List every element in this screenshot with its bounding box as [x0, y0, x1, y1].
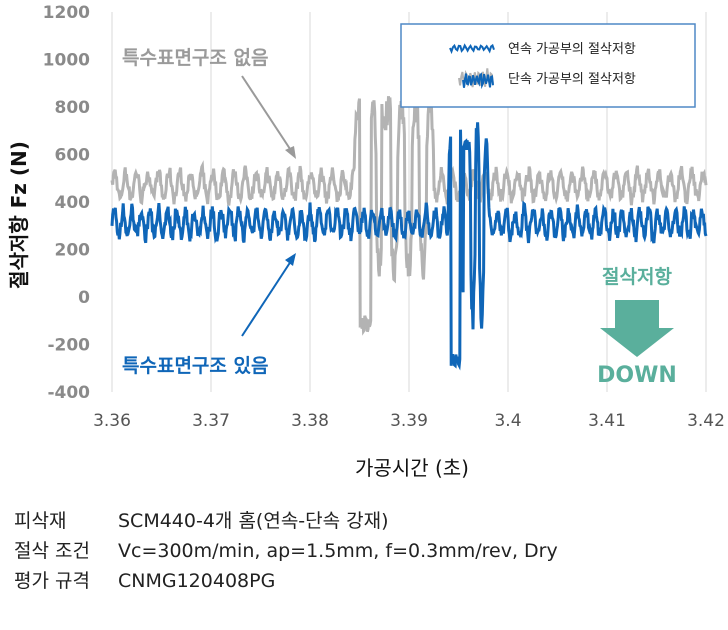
- x-axis-title: 가공시간 (초): [355, 456, 469, 480]
- x-tick-label: 3.41: [588, 411, 626, 431]
- note-row-material: 피삭재 SCM440-4개 홈(연속-단속 강재): [14, 506, 558, 536]
- note-value: Vc=300m/min, ap=1.5mm, f=0.3mm/rev, Dry: [118, 540, 558, 562]
- legend-box: [400, 23, 696, 108]
- series-lines: [110, 92, 708, 371]
- arrow-gray-head: [285, 146, 296, 159]
- arrow-blue-head: [285, 253, 296, 266]
- series-line-continuous: [110, 122, 708, 371]
- note-row-standard: 평가 규격 CNMG120408PG: [14, 566, 558, 596]
- legend: 연속 가공부의 절삭저항 단속 가공부의 절삭저항: [400, 23, 696, 108]
- y-tick-labels: 1200 1000 800 600 400 200 0 -200 -400: [43, 3, 90, 403]
- y-tick-label: 400: [55, 193, 91, 213]
- note-key: 평가 규격: [14, 570, 90, 592]
- y-tick-label: 1200: [43, 3, 90, 23]
- annotation-with-structure: 특수표면구조 있음: [122, 355, 268, 377]
- test-conditions: 피삭재 SCM440-4개 홈(연속-단속 강재) 절삭 조건 Vc=300m/…: [14, 506, 558, 596]
- legend-label-continuous: 연속 가공부의 절삭저항: [508, 42, 636, 57]
- note-key: 절삭 조건: [14, 540, 90, 562]
- x-tick-label: 3.42: [687, 411, 725, 431]
- legend-swatch-interrupted: [458, 68, 494, 90]
- annotation-without-structure: 특수표면구조 없음: [122, 47, 268, 69]
- legend-swatch-line: [462, 72, 494, 90]
- x-tick-label: 3.37: [192, 411, 230, 431]
- legend-label-interrupted: 단속 가공부의 절삭저항: [508, 72, 636, 87]
- y-tick-label: 0: [78, 288, 90, 308]
- annotation-teal-top: 절삭저항: [602, 266, 672, 288]
- down-arrow-icon: [600, 300, 674, 357]
- y-tick-label: 800: [55, 98, 91, 118]
- note-key: 피삭재: [14, 510, 67, 532]
- note-value: SCM440-4개 홈(연속-단속 강재): [118, 510, 389, 532]
- y-tick-label: 600: [55, 146, 91, 166]
- y-tick-label: -200: [47, 336, 90, 356]
- y-tick-label: -400: [47, 383, 90, 403]
- note-row-conditions: 절삭 조건 Vc=300m/min, ap=1.5mm, f=0.3mm/rev…: [14, 536, 558, 566]
- x-tick-label: 3.4: [494, 411, 521, 431]
- x-tick-label: 3.38: [291, 411, 329, 431]
- x-tick-label: 3.39: [390, 411, 428, 431]
- series-line-interrupted: [110, 92, 708, 336]
- y-tick-label: 1000: [43, 51, 90, 71]
- arrow-blue: [241, 257, 294, 337]
- annotation-teal-bottom: DOWN: [597, 363, 677, 388]
- note-value: CNMG120408PG: [118, 570, 276, 592]
- y-tick-label: 200: [55, 241, 91, 261]
- legend-swatch-line: [449, 43, 495, 55]
- x-tick-label: 3.36: [93, 411, 131, 431]
- x-tick-labels: 3.36 3.37 3.38 3.39 3.4 3.41 3.42: [93, 411, 725, 431]
- y-axis-title: 절삭저항 Fz (N): [7, 141, 31, 289]
- arrow-gray: [241, 75, 295, 156]
- legend-swatch-continuous: [449, 43, 495, 55]
